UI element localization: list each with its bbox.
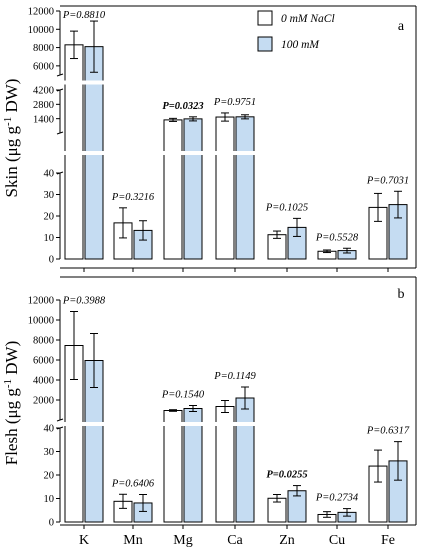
legend: 0 mM NaCl 100 mM [257,10,335,52]
panel-label: b [398,287,405,302]
y-axis-label-part: -1 [2,379,14,388]
legend-swatch [257,36,273,52]
y-tick-label: 4000 [33,376,54,387]
y-tick-label: 2000 [33,396,54,407]
y-tick-label: 30 [44,447,55,458]
p-value-label: P=0.1540 [161,390,205,401]
legend-swatch [257,10,273,26]
y-axis-label-part: g g [2,388,21,410]
legend-label: 100 mM [281,39,320,51]
bar [235,397,255,523]
axis-break-mark [56,73,64,77]
x-category-label: Cu [329,533,345,548]
y-axis-label-part: Flesh ( [2,418,21,465]
x-category-label: Mg [173,533,192,548]
axis-break-mark [56,171,64,175]
p-value-label: P=0.1149 [213,371,256,382]
x-category-label: K [79,533,89,548]
p-value-label: P=0.3988 [62,296,106,307]
bar-break-gap [64,422,104,426]
bar-break-gap [215,151,255,155]
y-tick-label: 12000 [28,296,54,307]
y-axis-label-part: μ [2,409,21,418]
y-tick-label: 20 [44,212,55,223]
bar [183,118,203,260]
p-value-label: P=0.7031 [366,175,409,186]
y-tick-label: 2800 [33,100,54,111]
y-axis-label-part: g g [2,125,21,147]
x-category-label: Zn [279,533,295,548]
p-value-label: P=0.5528 [315,232,359,243]
y-tick-label: 8000 [33,43,54,54]
y-tick-label: 12000 [28,7,54,18]
y-tick-label: 0 [49,255,54,266]
y-tick-label: 4200 [33,86,54,97]
y-tick-label: 40 [44,169,55,180]
p-value-label: P=0.1025 [265,202,308,213]
x-category-label: Ca [227,533,243,548]
bar-break-gap [163,422,203,426]
x-category-label: Fe [381,533,395,548]
chart-panel-b: 0 10 20 30 40 2000 4000 6000 8000 10000 12000 P=0.3… [2,276,417,548]
bar [163,119,183,260]
p-value-label: P=0.6317 [366,426,410,437]
bar [215,116,235,260]
chart-panel-a: 0 10 20 30 40 1400 2800 4200 6000 8000 10000 12000 P… [2,5,417,272]
bar-break-gap [64,80,104,85]
p-value-label: P=0.2734 [315,493,359,504]
p-value-label: P=0.0255 [266,470,307,481]
bar [163,410,183,523]
x-category-label: Mn [123,533,142,548]
y-tick-label: 30 [44,190,55,201]
legend-label: 0 mM NaCl [281,13,335,25]
panel-label: a [398,19,405,34]
p-value-label: P=0.9751 [213,97,256,108]
p-value-label: P=0.0323 [162,101,203,112]
y-tick-label: 20 [44,471,55,482]
y-axis-label-part: μ [2,147,21,156]
bar-break-gap [64,151,104,155]
y-tick-label: 8000 [33,336,54,347]
y-axis-label: Skin (μg g-1 DW) [2,79,21,198]
y-axis-label-part: Skin ( [2,156,21,197]
y-axis-label-part: DW) [2,341,21,379]
y-axis-label-part: -1 [2,117,14,126]
axis-break-mark [56,418,64,422]
y-tick-label: 10 [44,233,55,244]
y-tick-label: 10000 [28,316,54,327]
y-tick-label: 1400 [33,114,54,125]
axis-break-mark [56,426,64,430]
axis-break-mark [56,88,64,92]
y-tick-label: 10000 [28,25,54,36]
bar [235,116,255,260]
y-axis-label-part: DW) [2,79,21,117]
axis-break-mark [56,131,64,135]
y-tick-label: 40 [44,424,55,435]
p-value-label: P=0.8810 [62,10,106,21]
y-tick-label: 6000 [33,356,54,367]
bar-break-gap [215,422,255,426]
y-tick-label: 0 [49,518,54,529]
p-value-label: P=0.3216 [111,192,155,203]
p-value-label: P=0.6406 [111,478,155,489]
y-axis-label: Flesh (μg g-1 DW) [2,341,21,466]
y-tick-label: 10 [44,494,55,505]
bar-break-gap [163,151,203,155]
y-tick-label: 6000 [33,61,54,72]
